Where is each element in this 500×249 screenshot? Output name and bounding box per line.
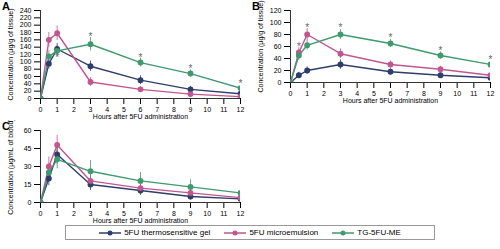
svg-text:12: 12 [487,90,495,97]
svg-text:0: 0 [28,95,32,102]
svg-text:60: 60 [24,73,32,80]
svg-text:220: 220 [20,14,32,21]
svg-text:1: 1 [305,90,309,97]
svg-text:20: 20 [24,87,32,94]
svg-text:*: * [305,22,309,33]
svg-text:0: 0 [278,79,282,86]
svg-text:1: 1 [55,210,59,217]
svg-text:Concentration (µg/g of tissue): Concentration (µg/g of tissue) [257,1,265,93]
svg-text:12: 12 [237,210,245,217]
svg-text:80: 80 [274,31,282,38]
svg-text:*: * [489,54,493,65]
svg-text:40: 40 [24,80,32,87]
svg-text:0: 0 [289,90,293,97]
svg-text:2: 2 [72,210,76,217]
svg-text:15: 15 [24,181,32,188]
svg-text:10: 10 [203,106,211,113]
svg-text:240: 240 [20,7,32,14]
svg-text:60: 60 [274,43,282,50]
svg-text:180: 180 [20,29,32,36]
svg-text:*: * [439,45,443,56]
svg-text:0: 0 [28,199,32,206]
svg-text:*: * [239,78,243,89]
svg-text:9: 9 [189,210,193,217]
svg-text:Concentration (µg/mL of blood): Concentration (µg/mL of blood) [7,120,15,215]
svg-text:60: 60 [24,127,32,134]
svg-text:0: 0 [39,210,43,217]
svg-text:2: 2 [72,106,76,113]
svg-text:*: * [389,32,393,43]
svg-text:10: 10 [453,90,461,97]
svg-text:100: 100 [20,58,32,65]
svg-text:*: * [339,22,343,33]
svg-text:1: 1 [55,106,59,113]
svg-text:*: * [55,52,59,63]
svg-text:Concentration (µg/g of tissue): Concentration (µg/g of tissue) [7,9,15,101]
svg-text:30: 30 [24,163,32,170]
svg-text:12: 12 [237,106,245,113]
svg-text:Hours after 5FU administration: Hours after 5FU administration [343,97,438,104]
svg-text:9: 9 [439,90,443,97]
svg-text:9: 9 [189,106,193,113]
svg-text:11: 11 [220,106,227,113]
svg-text:100: 100 [270,19,282,26]
svg-text:*: * [189,63,193,74]
svg-text:Hours after 5FU administration: Hours after 5FU administration [93,217,188,224]
svg-text:*: * [89,31,93,42]
svg-text:*: * [297,41,301,52]
svg-text:11: 11 [220,210,227,217]
svg-text:10: 10 [203,210,211,217]
svg-text:40: 40 [274,55,282,62]
svg-text:2: 2 [322,90,326,97]
svg-text:11: 11 [470,90,477,97]
svg-text:45: 45 [24,145,32,152]
svg-text:*: * [139,52,143,63]
svg-text:120: 120 [20,51,32,58]
svg-text:140: 140 [20,43,32,50]
svg-text:200: 200 [20,21,32,28]
svg-text:20: 20 [274,67,282,74]
svg-text:0: 0 [39,106,43,113]
svg-text:120: 120 [270,7,282,14]
svg-text:80: 80 [24,65,32,72]
svg-text:160: 160 [20,36,32,43]
svg-text:Hours after 5FU administration: Hours after 5FU administration [93,113,188,120]
